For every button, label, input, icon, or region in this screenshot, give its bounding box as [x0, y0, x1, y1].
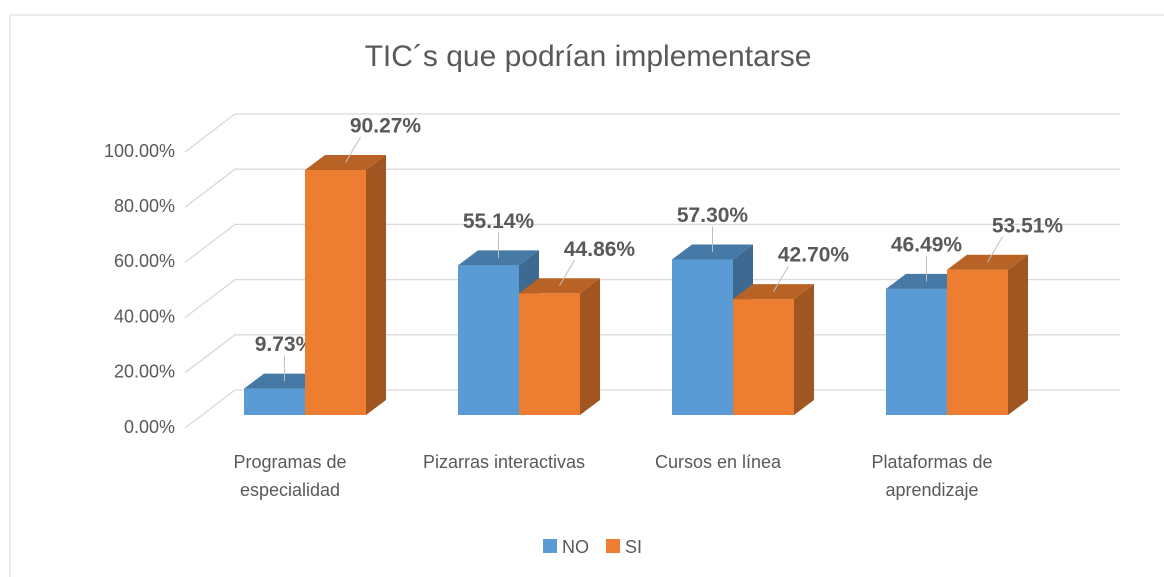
bar-front	[886, 288, 947, 415]
y-tick-label: 60.00%	[114, 251, 175, 271]
grid-line	[184, 389, 1120, 429]
data-label: 55.14%	[463, 210, 535, 233]
chart-border	[9, 14, 1164, 577]
legend-swatch	[543, 539, 557, 553]
leader-line	[559, 259, 575, 287]
data-label: 57.30%	[677, 204, 749, 227]
chart-title: TIC´s que podrían implementarse	[365, 40, 812, 73]
x-tick-label: Plataformas de aprendizaje	[871, 452, 993, 500]
bar-front	[244, 388, 305, 415]
grid-line	[184, 223, 1120, 263]
legend-label: NO	[562, 537, 589, 557]
x-tick-label: Programas de especialidad	[233, 452, 347, 500]
data-label: 90.27%	[350, 115, 422, 138]
leader-line	[773, 265, 789, 292]
bar-front	[733, 299, 794, 415]
leader-line	[345, 136, 361, 163]
bar-front	[672, 259, 733, 415]
data-label: 46.49%	[891, 233, 963, 256]
y-tick-label: 40.00%	[114, 306, 175, 326]
legend-swatch	[606, 539, 620, 553]
bar-side	[366, 155, 386, 416]
grid-line	[184, 113, 1120, 153]
leader-line	[987, 236, 1003, 263]
grid-line	[184, 168, 1120, 208]
data-label: 42.70%	[778, 244, 850, 267]
grid-line	[184, 278, 1120, 319]
y-tick-label: 80.00%	[114, 196, 175, 216]
bar-front	[519, 293, 580, 415]
data-label: 53.51%	[992, 214, 1064, 237]
legend-label: SI	[625, 537, 642, 557]
bar-side	[794, 284, 814, 415]
y-tick-label: 0.00%	[124, 417, 175, 437]
y-tick-label: 20.00%	[114, 362, 175, 382]
x-tick-label: Pizarras interactivas	[422, 452, 586, 472]
x-tick-label: Cursos en línea	[654, 452, 782, 472]
data-label: 44.86%	[564, 238, 636, 261]
grid-line	[184, 334, 1120, 374]
bar-front	[305, 170, 366, 415]
bar-front	[947, 269, 1008, 415]
bar-side	[580, 278, 600, 415]
bar-front	[458, 265, 519, 415]
y-tick-label: 100.00%	[104, 141, 175, 161]
data-label: 9.73%	[255, 333, 315, 356]
bar-side	[1008, 254, 1028, 415]
